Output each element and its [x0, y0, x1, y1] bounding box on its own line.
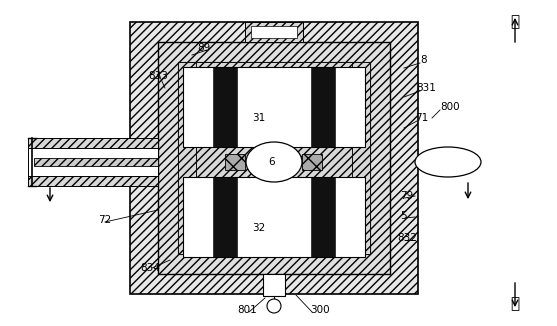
Ellipse shape: [415, 147, 481, 177]
Text: 31: 31: [252, 113, 265, 123]
Bar: [178, 62, 370, 80]
Text: 801: 801: [237, 305, 257, 315]
Text: 71: 71: [415, 113, 428, 123]
Bar: [34, 158, 158, 166]
Text: 833: 833: [148, 71, 168, 81]
Bar: [28, 138, 158, 148]
Bar: [263, 274, 285, 296]
Bar: [251, 26, 297, 38]
Text: 5: 5: [400, 211, 407, 221]
Text: 72: 72: [98, 215, 111, 225]
Bar: [183, 177, 365, 257]
Circle shape: [267, 299, 281, 313]
Bar: [28, 176, 158, 186]
Bar: [225, 154, 245, 170]
Text: 832: 832: [397, 233, 417, 243]
Bar: [213, 67, 237, 147]
Bar: [352, 62, 370, 254]
Text: 834: 834: [140, 263, 160, 273]
Text: 8: 8: [420, 55, 427, 65]
Text: 6: 6: [268, 157, 275, 167]
Bar: [311, 67, 335, 147]
Text: 下: 下: [510, 297, 519, 312]
Text: 89: 89: [197, 43, 210, 53]
Bar: [178, 62, 196, 254]
Text: 800: 800: [440, 102, 460, 112]
Bar: [196, 147, 352, 177]
Bar: [183, 67, 365, 147]
Bar: [245, 22, 303, 42]
Text: 上: 上: [510, 14, 519, 29]
Text: 300: 300: [310, 305, 330, 315]
Bar: [130, 22, 418, 294]
Bar: [302, 154, 322, 170]
Bar: [213, 177, 237, 257]
Ellipse shape: [246, 142, 302, 182]
Bar: [158, 42, 390, 274]
Text: 831: 831: [416, 83, 436, 93]
Bar: [178, 236, 370, 254]
Text: 79: 79: [400, 191, 413, 201]
Bar: [311, 177, 335, 257]
Bar: [178, 62, 370, 254]
Bar: [28, 148, 158, 176]
Text: 32: 32: [252, 223, 265, 233]
